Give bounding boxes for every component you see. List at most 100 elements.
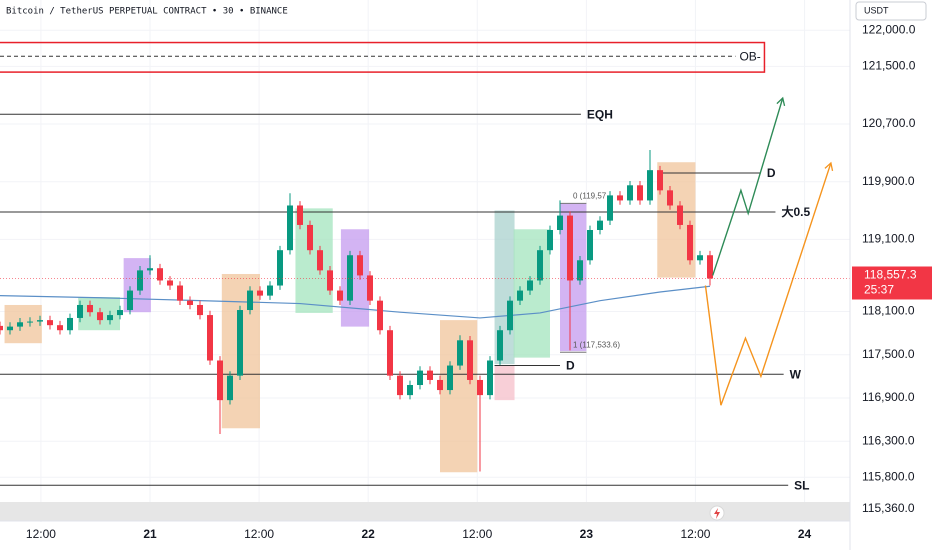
candle-body xyxy=(47,320,53,326)
last-price-label: 118,557.3 xyxy=(864,268,917,282)
candle-body xyxy=(77,304,83,318)
projection-path xyxy=(712,96,786,276)
candle-body xyxy=(347,255,353,301)
candle-body xyxy=(167,280,173,286)
zone xyxy=(4,304,42,344)
candle-body xyxy=(537,250,543,281)
x-tick-label: 12:00 xyxy=(680,527,710,541)
candle-body xyxy=(577,260,583,281)
y-tick-label: 119,900.0 xyxy=(862,174,915,188)
bottom-strip xyxy=(0,502,850,521)
candle-body xyxy=(377,300,383,331)
y-tick-label: 116,300.0 xyxy=(862,433,915,447)
candle-body xyxy=(177,285,183,301)
candle-body xyxy=(437,379,443,391)
candle-body xyxy=(667,190,673,206)
candle-body xyxy=(137,270,143,291)
zone xyxy=(494,365,515,401)
candle-body xyxy=(187,300,193,305)
candle-body xyxy=(507,300,513,331)
candle-body xyxy=(707,255,713,279)
candle-body xyxy=(297,205,303,225)
candle-body xyxy=(217,360,223,401)
candle-body xyxy=(117,310,123,316)
level-label: D xyxy=(767,166,776,180)
candle-body xyxy=(497,330,503,361)
zone xyxy=(295,208,333,313)
candle-body xyxy=(637,185,643,201)
candle-body xyxy=(107,315,113,321)
y-tick-label: 115,800.0 xyxy=(862,469,915,483)
candle-body xyxy=(527,280,533,291)
last-price-box xyxy=(852,266,932,300)
candle-body xyxy=(327,270,333,291)
candle-body xyxy=(427,370,433,380)
y-tick-label: 118,100.0 xyxy=(862,304,915,318)
candle-body xyxy=(0,325,3,331)
candle-body xyxy=(517,290,523,301)
countdown: 25:37 xyxy=(864,283,894,297)
candle-body xyxy=(597,220,603,230)
candle-body xyxy=(657,170,663,191)
candle-body xyxy=(477,379,483,396)
candle-body xyxy=(397,375,403,396)
y-tick-label: 115,360.0 xyxy=(862,501,915,515)
candle-body xyxy=(557,215,563,230)
moving-average xyxy=(0,285,711,319)
y-tick-label: 121,500.0 xyxy=(862,59,916,73)
projection-path xyxy=(704,161,834,406)
candle-body xyxy=(687,224,693,261)
candle-body xyxy=(697,255,703,261)
y-tick-label: 117,500.0 xyxy=(862,347,915,361)
level-label: W xyxy=(790,367,802,381)
candle-body xyxy=(547,229,553,251)
candle-body xyxy=(267,285,273,296)
candle-body xyxy=(337,290,343,301)
currency-box[interactable] xyxy=(855,1,927,21)
candle-body xyxy=(307,224,313,251)
candle-body xyxy=(257,290,263,296)
ob-label: OB- xyxy=(739,49,760,63)
y-tick-label: 122,000.0 xyxy=(862,22,916,36)
fib-label: 1 (117,533.6) xyxy=(573,340,620,349)
candle-body xyxy=(147,268,153,271)
x-tick-label: 24 xyxy=(798,527,812,541)
candle-body xyxy=(447,365,453,391)
currency: USDT xyxy=(864,5,889,15)
chart-title: Bitcoin / TetherUS PERPETUAL CONTRACT • … xyxy=(6,7,288,17)
candle-body xyxy=(677,205,683,225)
x-tick-label: 12:00 xyxy=(26,527,56,541)
candle-body xyxy=(17,322,23,327)
x-tick-label: 21 xyxy=(143,527,157,541)
candle-body xyxy=(87,304,93,313)
candle-body xyxy=(467,340,473,380)
level-label: SL xyxy=(794,478,809,492)
candle-body xyxy=(67,317,73,331)
x-tick-label: 22 xyxy=(362,527,376,541)
lightning-glyph xyxy=(714,508,720,519)
candle-body xyxy=(317,250,323,271)
fib-label: 0 (119,57 xyxy=(573,191,607,200)
y-tick-label: 119,100.0 xyxy=(862,232,915,246)
level-label: D xyxy=(566,359,575,373)
candle-body xyxy=(57,325,63,331)
x-tick-label: 12:00 xyxy=(244,527,274,541)
y-tick-label: 116,900.0 xyxy=(862,390,915,404)
candle-body xyxy=(287,205,293,251)
candle-body xyxy=(647,170,653,201)
candle-body xyxy=(567,215,573,281)
candle-body xyxy=(157,268,163,281)
candle-body xyxy=(367,275,373,301)
candle-body xyxy=(617,195,623,201)
candle-body xyxy=(227,375,233,401)
plot-area: OB- EQH D 大0.5 D W SL 0 (119,57 1 (117,533.6) xyxy=(0,0,850,522)
zone xyxy=(340,229,370,327)
candle-body xyxy=(97,312,103,321)
x-tick-label: 23 xyxy=(580,527,594,541)
candle-body xyxy=(197,304,203,316)
candle-body xyxy=(357,255,363,276)
candle-body xyxy=(627,185,633,201)
candle-body xyxy=(7,326,13,331)
candle-body xyxy=(207,315,213,361)
level-label: EQH xyxy=(587,107,613,121)
